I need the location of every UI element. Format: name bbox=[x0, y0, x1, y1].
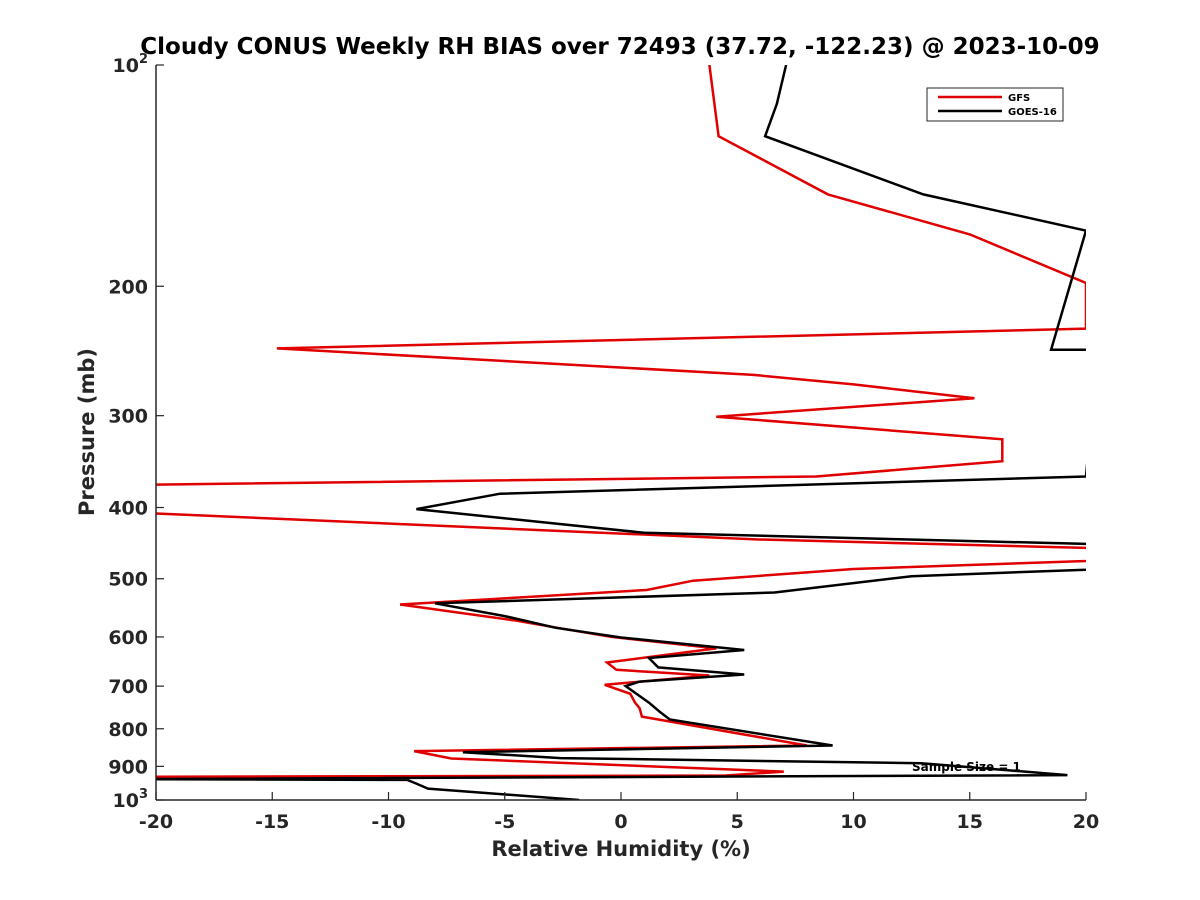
sample-size-annotation: Sample Size = 1 bbox=[912, 760, 1021, 774]
legend-label-goes16: GOES-16 bbox=[1008, 107, 1057, 118]
y-tick-label: 700 bbox=[108, 676, 148, 698]
y-tick-label-base: 10 bbox=[113, 790, 139, 812]
x-tick-label: 10 bbox=[840, 811, 866, 833]
x-tick-label: 20 bbox=[1073, 811, 1099, 833]
x-tick-label: -15 bbox=[255, 811, 289, 833]
chart-title: Cloudy CONUS Weekly RH BIAS over 72493 (… bbox=[140, 34, 1099, 60]
y-tick-label: 400 bbox=[108, 498, 148, 520]
y-tick-label: 200 bbox=[108, 276, 148, 298]
y-tick-label: 600 bbox=[108, 627, 148, 649]
x-tick-label: -10 bbox=[371, 811, 405, 833]
series-line-goes16 bbox=[156, 65, 1086, 800]
y-tick-label-exponent: 3 bbox=[139, 787, 148, 802]
legend: GFS GOES-16 bbox=[926, 87, 1064, 122]
x-tick-label: 0 bbox=[614, 811, 627, 833]
y-axis-label: Pressure (mb) bbox=[75, 348, 99, 516]
x-tick-label: -5 bbox=[494, 811, 515, 833]
x-tick-label: 15 bbox=[957, 811, 983, 833]
x-tick-labels: -20 -15 -10 -5 0 5 10 15 20 bbox=[139, 792, 1099, 833]
x-tick-label: 5 bbox=[731, 811, 744, 833]
x-tick-label: -20 bbox=[139, 811, 173, 833]
y-tick-label: 102 bbox=[113, 52, 149, 77]
series-layer bbox=[156, 65, 1086, 800]
y-tick-label-exponent: 2 bbox=[139, 52, 148, 67]
y-tick-label: 103 bbox=[113, 787, 149, 812]
legend-label-gfs: GFS bbox=[1008, 93, 1030, 104]
y-tick-label-base: 10 bbox=[113, 55, 139, 77]
legend-box bbox=[926, 87, 1064, 122]
series-line-gfs bbox=[156, 65, 1086, 778]
x-axis-label: Relative Humidity (%) bbox=[491, 837, 750, 861]
y-tick-label: 800 bbox=[108, 719, 148, 741]
y-tick-label: 500 bbox=[108, 569, 148, 591]
y-tick-label: 300 bbox=[108, 406, 148, 428]
y-tick-label: 900 bbox=[108, 756, 148, 778]
